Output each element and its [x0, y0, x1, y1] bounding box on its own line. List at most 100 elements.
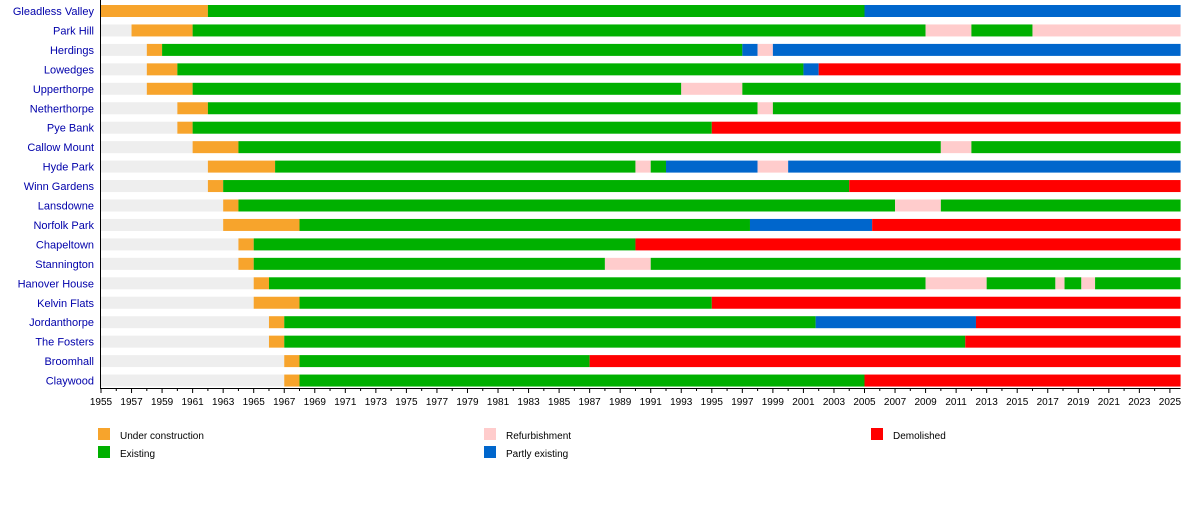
segment-none [101, 24, 132, 37]
row-hyde-park: Hyde Park [43, 160, 1181, 174]
segment-refurbishment [925, 277, 987, 290]
segment-construction [238, 238, 254, 251]
legend-label: Under construction [120, 431, 204, 442]
segment-existing [207, 102, 758, 115]
x-tick-label: 1977 [426, 397, 449, 408]
segment-partly [742, 43, 758, 56]
segment-existing [192, 82, 682, 95]
segment-construction [101, 5, 208, 17]
row-label[interactable]: Herdings [50, 45, 95, 57]
row-label[interactable]: Pye Bank [47, 123, 95, 135]
segment-construction [253, 296, 300, 309]
segment-none [101, 141, 193, 154]
segment-demolished [711, 121, 1181, 134]
x-tick-label: 2017 [1037, 397, 1060, 408]
segment-refurbishment [1081, 277, 1096, 290]
x-tick-label: 2015 [1006, 397, 1029, 408]
segment-none [101, 121, 178, 134]
row-label[interactable]: Lansdowne [38, 201, 94, 213]
segment-existing [253, 238, 636, 251]
segment-existing [299, 218, 750, 231]
segment-existing [650, 160, 666, 173]
x-tick-label: 1983 [517, 397, 540, 408]
row-label[interactable]: Winn Gardens [24, 181, 95, 193]
segment-refurbishment [1032, 24, 1181, 37]
x-tick-label: 2019 [1067, 397, 1090, 408]
legend-swatch [484, 446, 496, 458]
row-label[interactable]: Hyde Park [43, 162, 95, 174]
segment-construction [146, 82, 193, 95]
x-tick-label: 2021 [1098, 397, 1121, 408]
row-label[interactable]: Upperthorpe [33, 84, 94, 96]
row-label[interactable]: Hanover House [18, 278, 94, 290]
row-label[interactable]: Park Hill [53, 25, 94, 37]
segment-none [101, 102, 178, 115]
segment-demolished [818, 63, 1181, 76]
row-lowedges: Lowedges [44, 63, 1181, 76]
row-label[interactable]: Broomhall [44, 356, 94, 368]
legend-item-demolished: Demolished [871, 428, 946, 442]
x-tick-label: 1979 [456, 397, 479, 408]
x-tick-label: 2005 [853, 397, 876, 408]
legend-item-partly: Partly existing [484, 446, 568, 460]
segment-none [101, 335, 269, 348]
row-gleadless-valley: Gleadless Valley [13, 5, 1181, 18]
segment-none [101, 316, 269, 329]
legend-label: Demolished [893, 431, 946, 442]
segment-existing [284, 335, 966, 348]
row-winn-gardens: Winn Gardens [24, 180, 1181, 193]
segment-existing [253, 257, 605, 270]
segment-refurbishment [925, 24, 972, 37]
segment-existing [238, 141, 941, 154]
row-label[interactable]: Callow Mount [27, 142, 94, 154]
segment-existing [971, 141, 1181, 154]
row-label[interactable]: Netherthorpe [30, 103, 94, 115]
row-label[interactable]: Lowedges [44, 64, 95, 76]
x-tick-label: 1971 [334, 397, 357, 408]
segment-none [101, 199, 224, 212]
row-label[interactable]: Chapeltown [36, 239, 94, 251]
segment-none [101, 355, 285, 368]
segment-none [101, 43, 147, 56]
segment-existing [207, 5, 865, 17]
row-label[interactable]: Gleadless Valley [13, 6, 95, 18]
row-kelvin-flats: Kelvin Flats [37, 296, 1181, 310]
row-label[interactable]: Norfolk Park [33, 220, 94, 232]
x-tick-label: 2011 [945, 397, 967, 408]
segment-existing [299, 296, 712, 309]
segment-refurbishment [757, 43, 773, 56]
row-label[interactable]: Stannington [35, 259, 94, 271]
segment-existing [742, 82, 1181, 95]
segment-none [101, 160, 208, 173]
segment-existing [238, 199, 896, 212]
segment-construction [253, 277, 269, 290]
x-tick-label: 1955 [90, 397, 113, 408]
segment-existing [192, 121, 712, 134]
legend-swatch [98, 428, 110, 440]
segment-refurbishment [757, 160, 789, 173]
x-tick-label: 1959 [151, 397, 174, 408]
segment-partly [788, 160, 1181, 173]
segment-existing [1064, 277, 1082, 290]
segment-refurbishment [757, 102, 773, 115]
segment-refurbishment [895, 199, 941, 212]
segment-none [101, 238, 239, 251]
segment-construction [131, 24, 193, 37]
segment-demolished [864, 374, 1181, 387]
segment-construction [223, 218, 300, 231]
x-tick-label: 1961 [181, 397, 204, 408]
x-tick-label: 1987 [579, 397, 602, 408]
row-label[interactable]: Kelvin Flats [37, 298, 94, 310]
legend-label: Existing [120, 449, 155, 460]
segment-existing [284, 316, 816, 329]
row-label[interactable]: The Fosters [35, 337, 94, 349]
segment-partly [803, 63, 819, 76]
row-pye-bank: Pye Bank [47, 121, 1181, 135]
row-label[interactable]: Claywood [46, 376, 94, 388]
row-jordanthorpe: Jordanthorpe [29, 316, 1181, 329]
x-tick-label: 2013 [976, 397, 999, 408]
x-tick-label: 1993 [670, 397, 693, 408]
row-label[interactable]: Jordanthorpe [29, 317, 94, 329]
row-upperthorpe: Upperthorpe [33, 82, 1181, 96]
segment-construction [146, 63, 178, 76]
